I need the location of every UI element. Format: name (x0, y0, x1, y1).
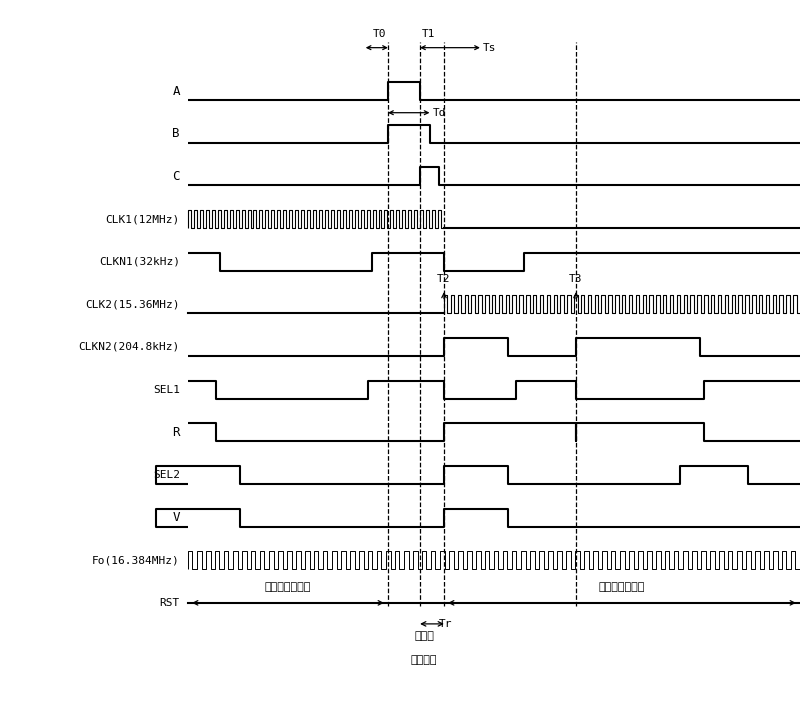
Text: Td: Td (433, 108, 446, 118)
Text: B: B (173, 128, 180, 140)
Text: SEL2: SEL2 (153, 470, 180, 480)
Text: Ts: Ts (483, 43, 497, 53)
Text: A: A (173, 85, 180, 97)
Text: 各分频电路运转: 各分频电路运转 (599, 582, 645, 592)
Text: V: V (173, 511, 180, 524)
Text: 电路复位: 电路复位 (410, 655, 438, 665)
Text: CLKN1(32kHz): CLKN1(32kHz) (99, 257, 180, 266)
Text: SEL1: SEL1 (153, 385, 180, 395)
Text: Tr: Tr (438, 619, 452, 629)
Text: CLKN2(204.8kHz): CLKN2(204.8kHz) (78, 342, 180, 352)
Text: CLK1(12MHz): CLK1(12MHz) (106, 214, 180, 224)
Text: C: C (173, 170, 180, 183)
Text: RST: RST (160, 598, 180, 608)
Text: 各分频电路运转: 各分频电路运转 (265, 582, 311, 592)
Text: 各分频: 各分频 (414, 631, 434, 641)
Text: T2: T2 (438, 274, 450, 284)
Text: T3: T3 (570, 274, 582, 284)
Text: Fo(16.384MHz): Fo(16.384MHz) (92, 555, 180, 565)
Text: R: R (173, 426, 180, 439)
Text: T1: T1 (422, 29, 435, 39)
Text: T0: T0 (373, 29, 386, 39)
Text: CLK2(15.36MHz): CLK2(15.36MHz) (86, 299, 180, 309)
